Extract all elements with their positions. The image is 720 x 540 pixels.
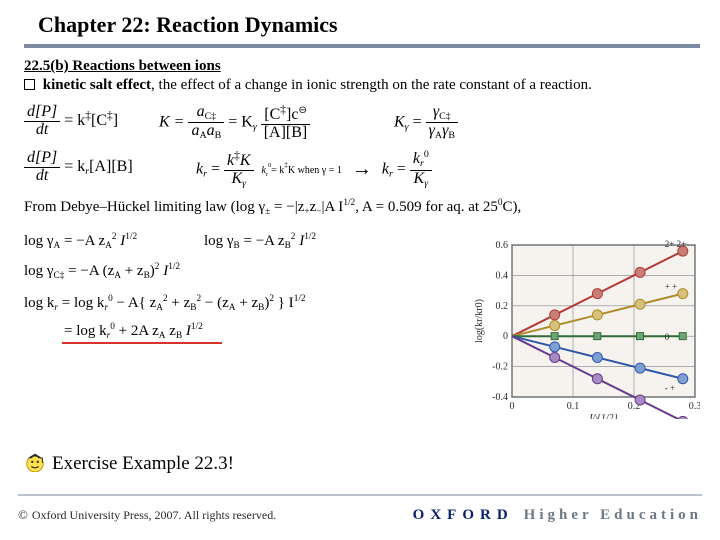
eq-rate-law: d[P]dt = kr[A][B]: [24, 150, 133, 185]
svg-text:0.6: 0.6: [496, 240, 509, 251]
svg-text:0.3: 0.3: [689, 401, 700, 412]
eq-logkr-final: = log kr0 + 2A zA zB I1/2: [64, 322, 203, 341]
svg-text:0: 0: [665, 332, 670, 342]
debye-huckel-line: From Debye–Hückel limiting law (log γ± =…: [24, 198, 521, 217]
eq-rate-def: d[P]dt = k‡[C‡]: [24, 104, 118, 139]
equations-area: d[P]dt = k‡[C‡] K = aC‡aAaB = Kγ [C‡]c⊖[…: [24, 104, 700, 414]
svg-text:+ +: + +: [665, 282, 677, 292]
slide-title: Chapter 22: Reaction Dynamics: [24, 12, 700, 38]
arrow-icon: →: [346, 158, 378, 180]
kinetic-salt-chart: -0.4-0.200.20.40.600.10.20.3log(kr/kr0)I…: [470, 239, 700, 419]
section-subhead: 22.5(b) Reactions between ions: [24, 58, 700, 75]
svg-text:0: 0: [510, 401, 515, 412]
svg-text:- +: - +: [665, 383, 675, 393]
svg-text:-0.2: -0.2: [492, 362, 508, 373]
footer-right: OXFORDHigher Education: [413, 507, 702, 524]
exercise-label: Exercise Example 22.3!: [52, 453, 234, 475]
svg-text:0.1: 0.1: [567, 401, 580, 412]
exercise-line: Exercise Example 22.3!: [24, 450, 234, 478]
footer-left: ©Oxford University Press, 2007. All righ…: [18, 507, 276, 523]
svg-text:-0.4: -0.4: [492, 392, 508, 403]
svg-text:2+ 2+: 2+ 2+: [665, 239, 686, 249]
svg-text:0.4: 0.4: [496, 270, 509, 281]
svg-text:I^{1/2}: I^{1/2}: [588, 413, 617, 419]
title-underline: Chapter 22: Reaction Dynamics: [24, 12, 700, 48]
eq-K-def: K = aC‡aAaB = Kγ [C‡]c⊖[A][B]: [159, 104, 310, 142]
svg-text:0: 0: [503, 331, 508, 342]
eq-loggamma-A: log γA = −A zA2 I1/2: [24, 232, 137, 251]
eq-kr-expr: kr = k‡KKγ kr0= k‡K when γ = 1 → kr = kr…: [196, 150, 432, 189]
red-underline-icon: [62, 342, 222, 344]
footer: ©Oxford University Press, 2007. All righ…: [0, 496, 720, 540]
eq-logkr-expand: log kr = log kr0 − A{ zA2 + zB2 − (zA + …: [24, 294, 306, 313]
eq-loggamma-B: log γB = −A zB2 I1/2: [204, 232, 316, 251]
svg-text:log(kr/kr0): log(kr/kr0): [474, 299, 485, 343]
bullet-square-icon: [24, 79, 35, 90]
svg-text:0.2: 0.2: [496, 301, 509, 312]
lead-sentence: kinetic salt effect, the effect of a cha…: [24, 77, 700, 94]
eq-loggamma-Cdd: log γC‡ = −A (zA + zB)2 I1/2: [24, 262, 180, 281]
smiley-icon: [24, 450, 46, 478]
eq-Kgamma-def: Kγ = γC‡γAγB: [394, 104, 458, 142]
